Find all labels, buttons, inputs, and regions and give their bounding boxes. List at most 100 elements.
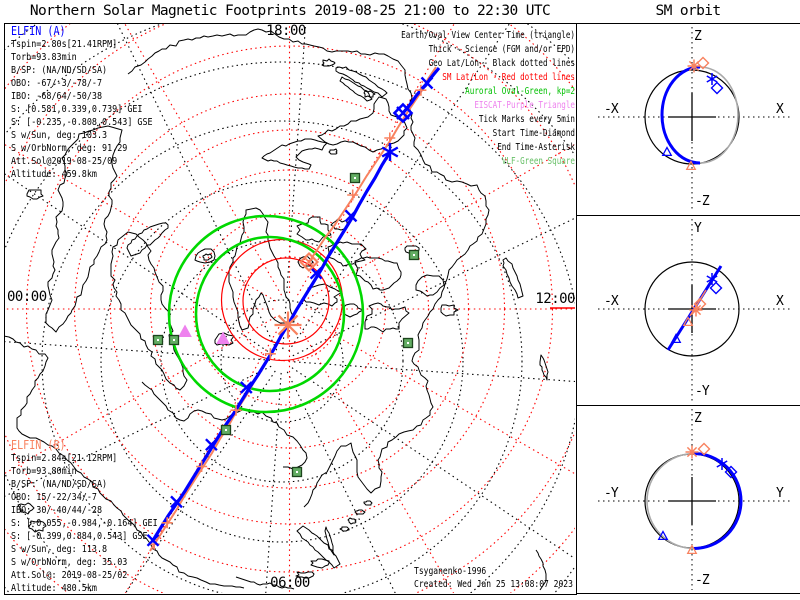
asterisk6-marker xyxy=(706,273,718,285)
coastline xyxy=(535,549,547,591)
legend-line: VLF-Green Square xyxy=(501,156,575,167)
earth-circle xyxy=(644,261,740,357)
elfin-b-footprint-track xyxy=(308,66,437,263)
mlt-label-0000: 00:00 xyxy=(7,289,47,305)
x-marker xyxy=(344,209,358,223)
asterisk8-marker xyxy=(689,303,703,317)
sm-lat-circle xyxy=(242,257,330,345)
elfin-a-footprint-track xyxy=(150,151,392,543)
coastline xyxy=(354,509,366,515)
orbit-edge-on-b xyxy=(689,289,707,317)
coastline xyxy=(339,526,350,532)
coastline xyxy=(339,76,373,102)
mlt-label-1200: 12:00 xyxy=(535,291,575,307)
coastline xyxy=(127,28,490,508)
plus-marker xyxy=(384,132,396,144)
coastline xyxy=(335,66,388,98)
axis-label-top-panel2: Y xyxy=(694,221,702,236)
vlf-square-dot xyxy=(225,429,227,431)
coastline xyxy=(235,576,295,590)
elfin-b-line: B/SP: (NA/ND/SD/SA) xyxy=(11,479,108,490)
diamond-marker xyxy=(693,297,707,311)
plus-marker xyxy=(264,348,276,360)
elfin-a-line: Altitude: 459.8km xyxy=(11,169,97,180)
coastline xyxy=(415,274,445,297)
asterisk6-marker xyxy=(706,73,718,85)
legend-line: SM Lat/Lon - Red dotted lines xyxy=(442,72,575,83)
legend-line: EISCAT-Purple Triangle xyxy=(474,100,575,111)
elfin-b-line: Att.Sol@: 2019-08-25/02 xyxy=(11,570,128,581)
elfin-a-info-block: ELFIN (A) Tspin=2.80s[21.41RPM] Torb=93.83… xyxy=(11,25,180,181)
sm-orbit-panel-3 xyxy=(576,405,800,594)
grid-circle xyxy=(41,120,523,593)
coastline xyxy=(502,257,524,299)
elfin-b-line: S w/Sun, deg: 113.8 xyxy=(11,544,108,555)
vlf-square-dot xyxy=(354,177,356,179)
coastline xyxy=(330,218,348,231)
x-marker xyxy=(309,266,323,280)
asterisk8-marker xyxy=(687,59,701,73)
eiscat-triangle xyxy=(216,331,230,344)
grid-meridian xyxy=(286,371,396,593)
coastline xyxy=(110,231,188,391)
mlt-label-1800: 18:00 xyxy=(266,23,306,39)
legend-line: Start Time-Diamond xyxy=(492,128,575,139)
elfin-b-line: S: [-0.399,0.884,0.543] GSE xyxy=(11,531,148,542)
sm-orbit-panel-2 xyxy=(576,215,800,401)
coastline xyxy=(324,526,335,556)
coastline xyxy=(228,207,295,331)
plus-marker xyxy=(196,461,208,472)
elfin-b-info-block: ELFIN (B) Tspin=2.84s[21.12RPM] Torb=93.80… xyxy=(11,439,186,595)
orbit-grey-arc xyxy=(699,66,739,164)
sm-orbit-title: SM orbit xyxy=(655,3,721,19)
coastline xyxy=(364,302,410,333)
legend-line: Earth/Oval View Center Time (triangle) xyxy=(401,30,575,41)
elfin-a-line: B/SP: (NA/ND/SD/SA) xyxy=(11,65,108,76)
elfin-a-line: OBO: -67/-3/-78/-7 xyxy=(11,78,103,89)
grid-circle xyxy=(192,212,387,406)
x-marker xyxy=(239,381,253,394)
axis-label-left-panel1: -X xyxy=(604,102,619,117)
diamond-marker xyxy=(696,56,710,70)
grid-meridian xyxy=(124,24,282,296)
diamond-marker xyxy=(709,281,723,295)
x-marker xyxy=(420,76,434,90)
plot-title: Northern Solar Magnetic Footprints 2019-… xyxy=(29,3,551,19)
x-marker xyxy=(303,256,315,268)
coastline xyxy=(327,241,367,267)
diamond-marker xyxy=(392,102,414,124)
coastline xyxy=(354,256,402,291)
coastline xyxy=(28,520,47,533)
vlf-square-dot xyxy=(157,339,159,341)
coastline xyxy=(440,304,459,317)
diamond-marker xyxy=(724,465,738,479)
elfin-b-line: Tspin=2.84s[21.12RPM] xyxy=(11,453,118,464)
coastline xyxy=(296,525,341,569)
legend-line: Thick - Science (FGM and/or EPD) xyxy=(428,44,575,55)
grid-meridian xyxy=(297,24,455,296)
axis-label-bottom-panel2: -Y xyxy=(695,384,710,399)
elfin-a-line: S w/Sun, deg: 103.3 xyxy=(11,130,108,141)
coastline xyxy=(347,517,357,525)
map-legend: Earth/Oval View Center Time (triangle) Th… xyxy=(300,29,575,169)
axis-label-top-panel1: Z xyxy=(694,29,702,44)
grid-meridian xyxy=(5,365,272,497)
created-timestamp: Created: Wed Jan 25 13:08:07 2023 xyxy=(414,579,573,590)
vlf-square-dot xyxy=(407,342,409,344)
coastline xyxy=(214,332,235,346)
diamond-marker xyxy=(710,81,724,95)
diamond-marker xyxy=(298,251,320,273)
axis-label-right-panel2: X xyxy=(776,294,784,309)
coastline xyxy=(45,125,123,333)
coastline xyxy=(296,216,332,243)
diamond-marker xyxy=(697,442,711,456)
x-marker xyxy=(205,438,218,452)
grid-meridian xyxy=(303,316,575,475)
elfin-b-header: ELFIN (B) xyxy=(11,438,66,452)
x-marker xyxy=(396,106,410,120)
coastline xyxy=(363,500,373,506)
elfin-a-line: S w/OrbNorm, deg: 91.29 xyxy=(11,143,128,154)
coastline xyxy=(194,248,216,264)
